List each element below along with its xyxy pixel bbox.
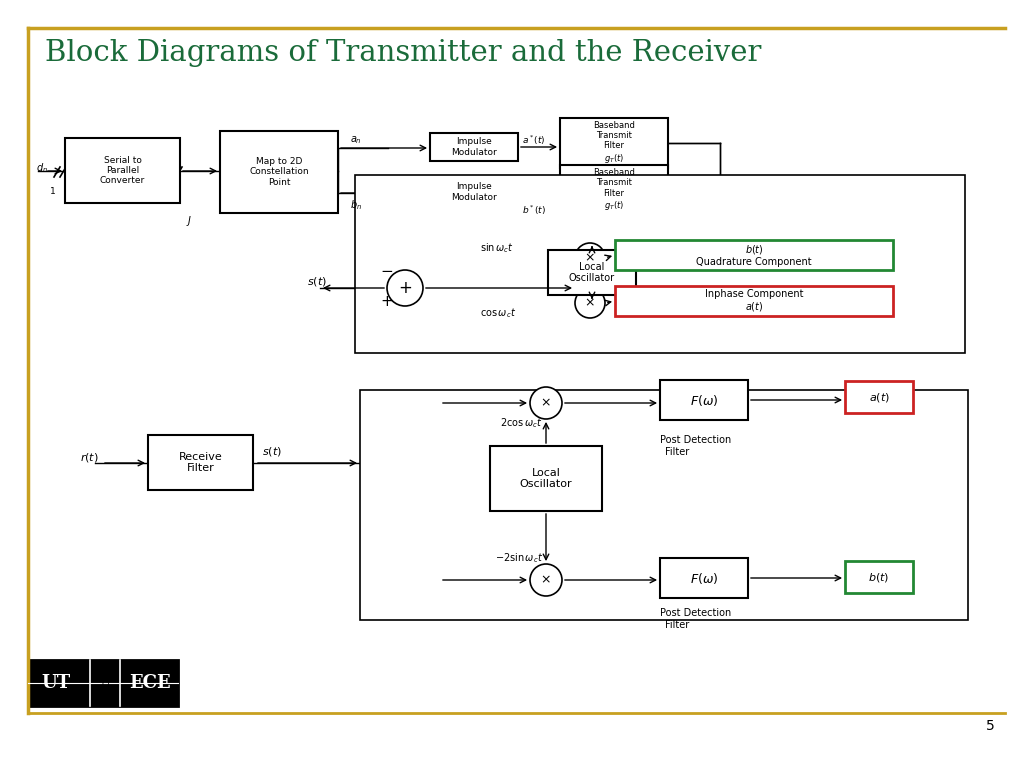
Bar bbox=[220, 131, 338, 213]
Text: ×: × bbox=[585, 296, 595, 310]
Text: $F(\omega)$: $F(\omega)$ bbox=[690, 571, 718, 585]
Text: +: + bbox=[398, 279, 412, 297]
Text: Impulse
Modulator: Impulse Modulator bbox=[452, 137, 497, 157]
Text: ×: × bbox=[541, 574, 551, 587]
Text: $2\cos\omega_c t$: $2\cos\omega_c t$ bbox=[500, 416, 543, 430]
Bar bbox=[660, 380, 748, 420]
Text: Block Diagrams of Transmitter and the Receiver: Block Diagrams of Transmitter and the Re… bbox=[45, 39, 762, 67]
Text: Map to 2D
Constellation
Point: Map to 2D Constellation Point bbox=[249, 157, 309, 187]
Text: $-2\sin\omega_c t$: $-2\sin\omega_c t$ bbox=[495, 551, 544, 565]
Circle shape bbox=[575, 288, 605, 318]
Bar bbox=[615, 240, 893, 270]
Text: ×: × bbox=[585, 251, 595, 264]
Text: Baseband
Transmit
Filter
$g_T(t)$: Baseband Transmit Filter $g_T(t)$ bbox=[593, 121, 635, 165]
Text: $d_n$: $d_n$ bbox=[36, 161, 48, 175]
Text: ECE: ECE bbox=[129, 674, 171, 692]
Text: Filter: Filter bbox=[665, 620, 689, 630]
Text: 5: 5 bbox=[986, 719, 995, 733]
Text: Local
Oscillator: Local Oscillator bbox=[520, 468, 572, 489]
Bar bbox=[430, 133, 518, 161]
Text: $\cos\omega_c t$: $\cos\omega_c t$ bbox=[480, 306, 516, 320]
Text: $a_n$: $a_n$ bbox=[350, 134, 361, 146]
Text: −: − bbox=[381, 264, 393, 280]
Bar bbox=[845, 561, 913, 593]
Bar bbox=[548, 250, 636, 295]
Bar bbox=[355, 175, 965, 353]
Text: $b_n$: $b_n$ bbox=[350, 198, 362, 212]
Text: $r(t)$: $r(t)$ bbox=[80, 452, 98, 465]
Text: Serial to
Parallel
Converter: Serial to Parallel Converter bbox=[100, 156, 145, 185]
Bar bbox=[28, 660, 178, 706]
Text: Filter: Filter bbox=[665, 447, 689, 457]
Text: Inphase Component
$a(t)$: Inphase Component $a(t)$ bbox=[705, 289, 803, 313]
Text: $b^*(t)$: $b^*(t)$ bbox=[522, 204, 546, 217]
Text: $\sin\omega_c t$: $\sin\omega_c t$ bbox=[480, 241, 514, 255]
Text: UT: UT bbox=[41, 674, 71, 692]
Bar bbox=[615, 286, 893, 316]
Text: Receive
Filter: Receive Filter bbox=[178, 452, 222, 473]
Bar bbox=[845, 381, 913, 413]
Bar bbox=[148, 435, 253, 490]
Text: ×: × bbox=[541, 396, 551, 409]
Text: $a(t)$: $a(t)$ bbox=[868, 390, 890, 403]
Bar bbox=[360, 390, 968, 620]
Text: +: + bbox=[381, 294, 393, 310]
Text: 1: 1 bbox=[50, 187, 55, 197]
Text: $s(t)$: $s(t)$ bbox=[262, 445, 282, 458]
Text: $J$: $J$ bbox=[186, 214, 193, 228]
Text: $a^*(t)$: $a^*(t)$ bbox=[522, 134, 546, 147]
Text: $F(\omega)$: $F(\omega)$ bbox=[690, 392, 718, 408]
Bar bbox=[65, 138, 180, 203]
Bar bbox=[560, 165, 668, 215]
Text: Baseband
Transmit
Filter
$g_T(t)$: Baseband Transmit Filter $g_T(t)$ bbox=[593, 167, 635, 212]
Circle shape bbox=[530, 387, 562, 419]
Bar bbox=[430, 178, 518, 206]
Text: Post Detection: Post Detection bbox=[660, 435, 731, 445]
Text: Post Detection: Post Detection bbox=[660, 608, 731, 618]
Text: $s(t)$: $s(t)$ bbox=[307, 274, 327, 287]
Text: Local
Oscillator: Local Oscillator bbox=[569, 262, 615, 283]
Circle shape bbox=[387, 270, 423, 306]
Text: $b(t)$
Quadrature Component: $b(t)$ Quadrature Component bbox=[696, 243, 812, 267]
Circle shape bbox=[530, 564, 562, 596]
Bar bbox=[660, 558, 748, 598]
Circle shape bbox=[575, 243, 605, 273]
Text: Impulse
Modulator: Impulse Modulator bbox=[452, 182, 497, 202]
Text: 🐂: 🐂 bbox=[101, 677, 109, 690]
Bar bbox=[560, 118, 668, 168]
Bar bbox=[490, 446, 602, 511]
Text: $b(t)$: $b(t)$ bbox=[868, 571, 890, 584]
